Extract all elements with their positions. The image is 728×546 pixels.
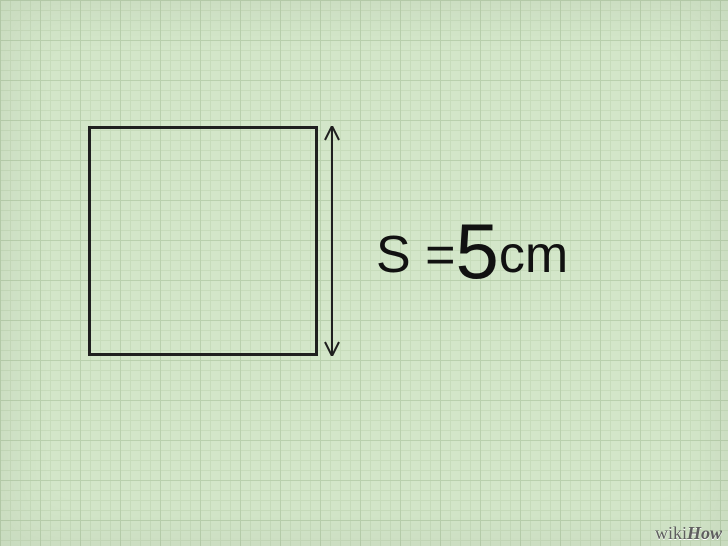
figure-canvas: S = 5 cm wikiHow bbox=[0, 0, 728, 546]
formula-label: S = 5 cm bbox=[376, 200, 568, 291]
watermark-logo: wikiHow bbox=[655, 524, 722, 542]
formula-left: S = bbox=[376, 225, 456, 285]
watermark-part2: How bbox=[687, 523, 722, 543]
formula-unit: cm bbox=[499, 225, 568, 285]
watermark-part1: wiki bbox=[655, 523, 687, 543]
square-shape bbox=[88, 126, 318, 356]
dimension-line bbox=[323, 126, 341, 356]
formula-value: 5 bbox=[456, 206, 499, 297]
